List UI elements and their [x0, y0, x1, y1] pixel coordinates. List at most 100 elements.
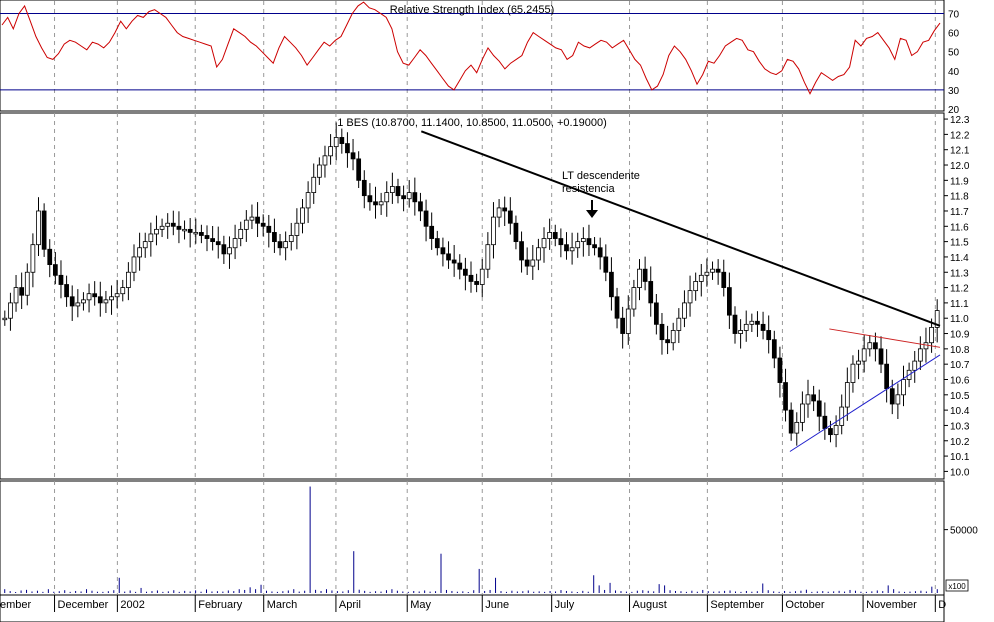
candle-body: [114, 293, 120, 298]
rsi-tick-label: 40: [948, 67, 960, 78]
price-tick-label: 11.3: [950, 268, 969, 279]
price-tick-label: 10.6: [950, 375, 970, 386]
annotation-line1: LT descendente: [562, 170, 640, 182]
candle-body: [389, 186, 395, 193]
candle-body: [159, 225, 165, 230]
candle-body: [356, 158, 362, 181]
x-axis-label: November: [866, 599, 917, 611]
candle-body: [294, 222, 300, 236]
x-axis-label: April: [339, 599, 361, 611]
candle-body: [642, 268, 648, 282]
volume-unit-box: [945, 579, 969, 592]
candle-body: [305, 192, 311, 209]
candle-body: [575, 241, 581, 249]
candle-body: [232, 238, 238, 249]
candle-body: [468, 274, 474, 282]
candle-body: [97, 296, 103, 304]
candle-body: [406, 192, 412, 200]
candle-body: [884, 363, 890, 390]
price-tick-label: 10.7: [950, 360, 970, 371]
candle-body: [929, 327, 934, 344]
candle-body: [58, 274, 64, 285]
price-bars: [2, 122, 940, 448]
candle-body: [221, 244, 227, 255]
candle-body: [541, 238, 547, 249]
x-axis-label: February: [198, 599, 243, 611]
candle-body: [597, 247, 603, 258]
candle-body: [243, 219, 249, 230]
candle-body: [547, 232, 553, 239]
candle-body: [479, 268, 485, 285]
candle-body: [766, 330, 772, 341]
x-axis-label: D: [938, 599, 946, 611]
candle-body: [103, 299, 109, 304]
x-axis-label: 2002: [120, 599, 144, 611]
candle-body: [47, 248, 53, 265]
candle-body: [300, 207, 305, 224]
price-tick-label: 10.1: [950, 452, 970, 463]
candle-body: [749, 320, 755, 325]
price-tick-label: 12.3: [950, 115, 970, 126]
trendline-1: [789, 354, 941, 452]
price-tick-label: 11.4: [950, 253, 969, 264]
annotation-line2: resistencia: [562, 183, 615, 195]
candle-body: [19, 287, 25, 296]
candle-body: [833, 425, 839, 436]
candle-body: [418, 201, 423, 212]
price-tick-label: 11.5: [950, 238, 969, 249]
candle-body: [569, 247, 575, 252]
rsi-y-axis: 70 60 50 40 30 20: [948, 10, 960, 116]
price-tick-label: 12.0: [950, 161, 970, 172]
price-tick-label: 10.0: [950, 467, 970, 478]
candle-body: [339, 137, 345, 144]
candle-body: [844, 382, 850, 408]
candle-body: [64, 284, 69, 298]
candle-body: [659, 323, 665, 341]
candle-body: [434, 238, 440, 249]
candle-body: [131, 256, 137, 273]
candle-body: [507, 210, 513, 224]
candle-body: [86, 293, 92, 301]
candle-body: [491, 216, 496, 246]
candle-body: [805, 394, 811, 405]
x-axis-label: July: [555, 599, 575, 611]
candle-body: [873, 342, 878, 350]
candle-body: [524, 259, 530, 267]
x-axis-label: May: [410, 599, 431, 611]
candle-body: [182, 228, 187, 232]
candle-body: [227, 247, 232, 255]
candle-body: [738, 330, 743, 334]
volume-y-axis: 50000: [944, 526, 978, 537]
price-tick-label: 10.2: [950, 437, 970, 448]
candle-body: [75, 302, 81, 307]
candle-body: [8, 302, 13, 319]
candle-body: [148, 233, 154, 243]
candle-body: [193, 232, 199, 235]
candle-body: [395, 186, 401, 197]
candle-body: [536, 247, 541, 261]
candle-body: [625, 308, 631, 334]
candle-body: [496, 207, 502, 218]
candle-body: [350, 152, 356, 160]
candle-body: [170, 222, 176, 227]
candle-body: [648, 281, 654, 304]
candle-body: [580, 238, 586, 243]
candle-body: [653, 302, 659, 325]
candle-body: [238, 228, 244, 239]
candle-body: [592, 244, 597, 249]
candle-body: [710, 268, 715, 273]
price-tick-label: 11.1: [950, 299, 969, 310]
price-tick-label: 12.1: [950, 146, 970, 157]
candle-body: [828, 428, 833, 436]
candle-body: [120, 287, 126, 295]
rsi-title: Relative Strength Index (65.2455): [390, 4, 555, 16]
candle-body: [912, 360, 918, 371]
candle-body: [771, 339, 777, 359]
candle-body: [878, 348, 884, 365]
candle-body: [614, 296, 620, 319]
candle-body: [41, 210, 47, 250]
candle-body: [856, 360, 861, 365]
candle-body: [850, 363, 856, 383]
x-axis-label: ember: [0, 599, 32, 611]
candle-body: [13, 287, 19, 304]
